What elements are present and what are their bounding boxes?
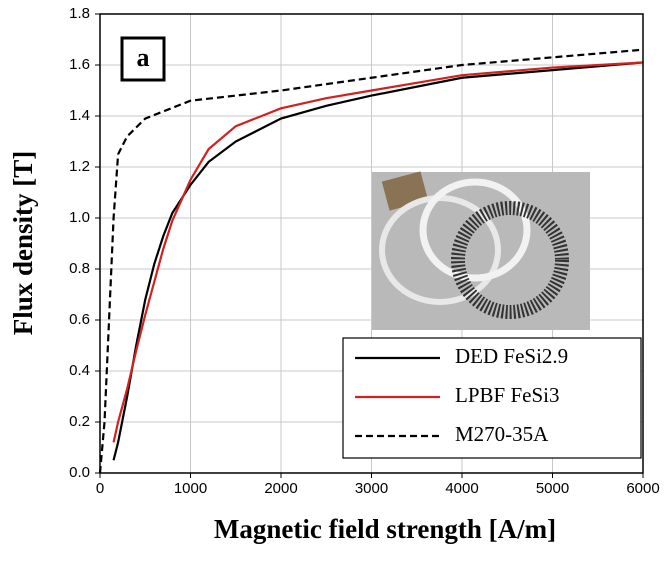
x-tick-label: 5000 bbox=[536, 480, 569, 497]
plot-area bbox=[98, 48, 644, 474]
y-tick-label: 0.0 bbox=[69, 464, 90, 481]
y-tick-label: 1.2 bbox=[69, 158, 90, 175]
y-tick-label: 1.6 bbox=[69, 56, 90, 73]
line bbox=[98, 48, 644, 474]
x-tick-label: 3000 bbox=[355, 480, 388, 497]
x-tick-label: 2000 bbox=[264, 480, 297, 497]
inset-photo bbox=[372, 171, 590, 330]
x-tick-label: 1000 bbox=[174, 480, 207, 497]
y-tick-label: 0.8 bbox=[69, 260, 90, 277]
panel-label: a bbox=[137, 43, 150, 72]
legend-label: LPBF FeSi3 bbox=[455, 383, 559, 407]
y-tick-label: 0.2 bbox=[69, 413, 90, 430]
x-tick-label: 0 bbox=[96, 480, 104, 497]
x-tick-label: 4000 bbox=[445, 480, 478, 497]
x-tick-label: 6000 bbox=[626, 480, 659, 497]
y-tick-label: 0.4 bbox=[69, 362, 90, 379]
legend: DED FeSi2.9 LPBF FeSi3 M270-35A bbox=[355, 344, 568, 446]
legend-label: DED FeSi2.9 bbox=[455, 344, 568, 368]
y-tick-label: 0.6 bbox=[69, 311, 90, 328]
line bbox=[112, 61, 644, 443]
legend-label: M270-35A bbox=[455, 422, 549, 446]
y-tick-label: 1.4 bbox=[69, 107, 90, 124]
y-axis-label: Flux density [T] bbox=[8, 151, 38, 336]
panel-label-box bbox=[120, 36, 166, 82]
y-tick-label: 1.8 bbox=[69, 5, 90, 22]
y-tick-label: 1.0 bbox=[69, 209, 90, 226]
x-axis-label: Magnetic field strength [A/m] bbox=[214, 514, 556, 544]
